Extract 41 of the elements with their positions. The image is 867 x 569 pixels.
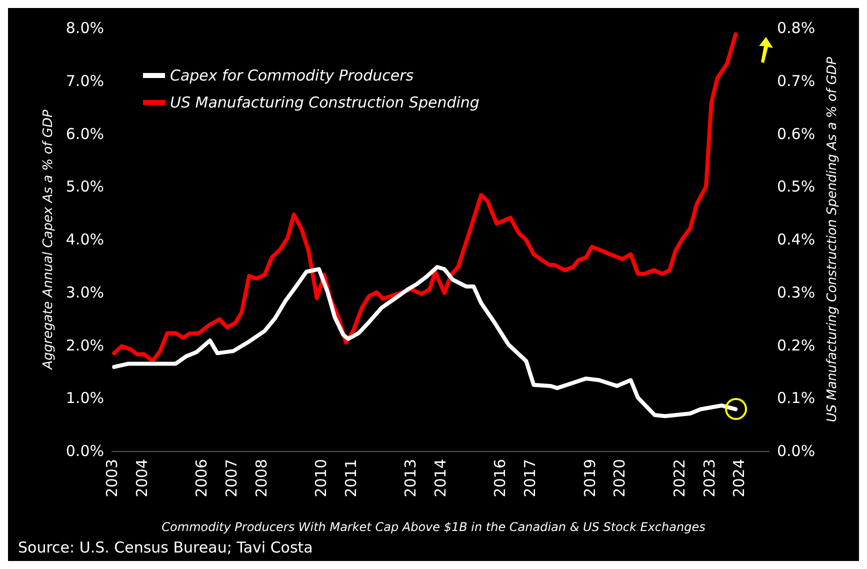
x-tick-label: 2016 <box>491 459 510 498</box>
y2-tick-label: 0.0% <box>777 442 816 460</box>
x-tick-label: 2011 <box>342 459 360 498</box>
line-series <box>112 32 738 364</box>
x-tick-label: 2007 <box>222 459 240 498</box>
y-axis-title: Aggregate Annual Capex As a % of GDP <box>40 110 56 370</box>
legend-label: US Manufacturing Construction Spending <box>170 94 480 112</box>
y-tick-label: 6.0% <box>66 124 104 143</box>
y-tick-label: 0.0% <box>66 442 104 460</box>
x-tick-label: 2017 <box>521 459 540 498</box>
x-tick-label: 2020 <box>610 459 629 498</box>
legend-label: Capex for Commodity Producers <box>170 66 414 84</box>
y-tick-label: 3.0% <box>66 283 104 302</box>
y-tick-label: 1.0% <box>66 389 104 408</box>
x-tick-label: 2006 <box>192 459 211 498</box>
x-tick-label: 2003 <box>103 459 121 498</box>
x-tick-label: 2023 <box>700 459 718 498</box>
x-tick-label: 2013 <box>402 459 420 498</box>
x-tick-label: 2010 <box>312 459 330 498</box>
y2-tick-label: 0.7% <box>777 72 816 90</box>
x-tick-label: 2024 <box>730 459 748 498</box>
y2-tick-label: 0.6% <box>777 124 816 143</box>
y2-tick-label: 0.3% <box>777 283 816 302</box>
y2-tick-label: 0.1% <box>777 389 816 408</box>
y2-tick-label: 0.8% <box>777 19 816 37</box>
y-tick-label: 7.0% <box>66 72 104 90</box>
x-tick-label: 2014 <box>432 459 450 498</box>
x-tick-label: 2008 <box>252 459 270 498</box>
y2-axis-title: US Manufacturing Construction Spending As a % of GDP <box>825 56 840 422</box>
text: Commodity Producers With Market Cap Above $1B in the Canadian & US Stock Exchanges <box>162 520 706 534</box>
y2-tick-label: 0.2% <box>777 336 816 354</box>
y-tick-label: 2.0% <box>66 336 104 354</box>
y-tick-label: 5.0% <box>66 178 104 196</box>
y-tick-label: 4.0% <box>66 230 104 248</box>
x-tick-label: 2022 <box>670 459 688 498</box>
y-tick-label: 8.0% <box>66 19 104 37</box>
y2-tick-label: 0.4% <box>777 230 816 248</box>
x-tick-label: 2019 <box>580 459 599 498</box>
y2-tick-label: 0.5% <box>777 178 816 196</box>
source-note: Source: U.S. Census Bureau; Tavi Costa <box>18 538 313 556</box>
x-tick-label: 2004 <box>132 459 151 498</box>
